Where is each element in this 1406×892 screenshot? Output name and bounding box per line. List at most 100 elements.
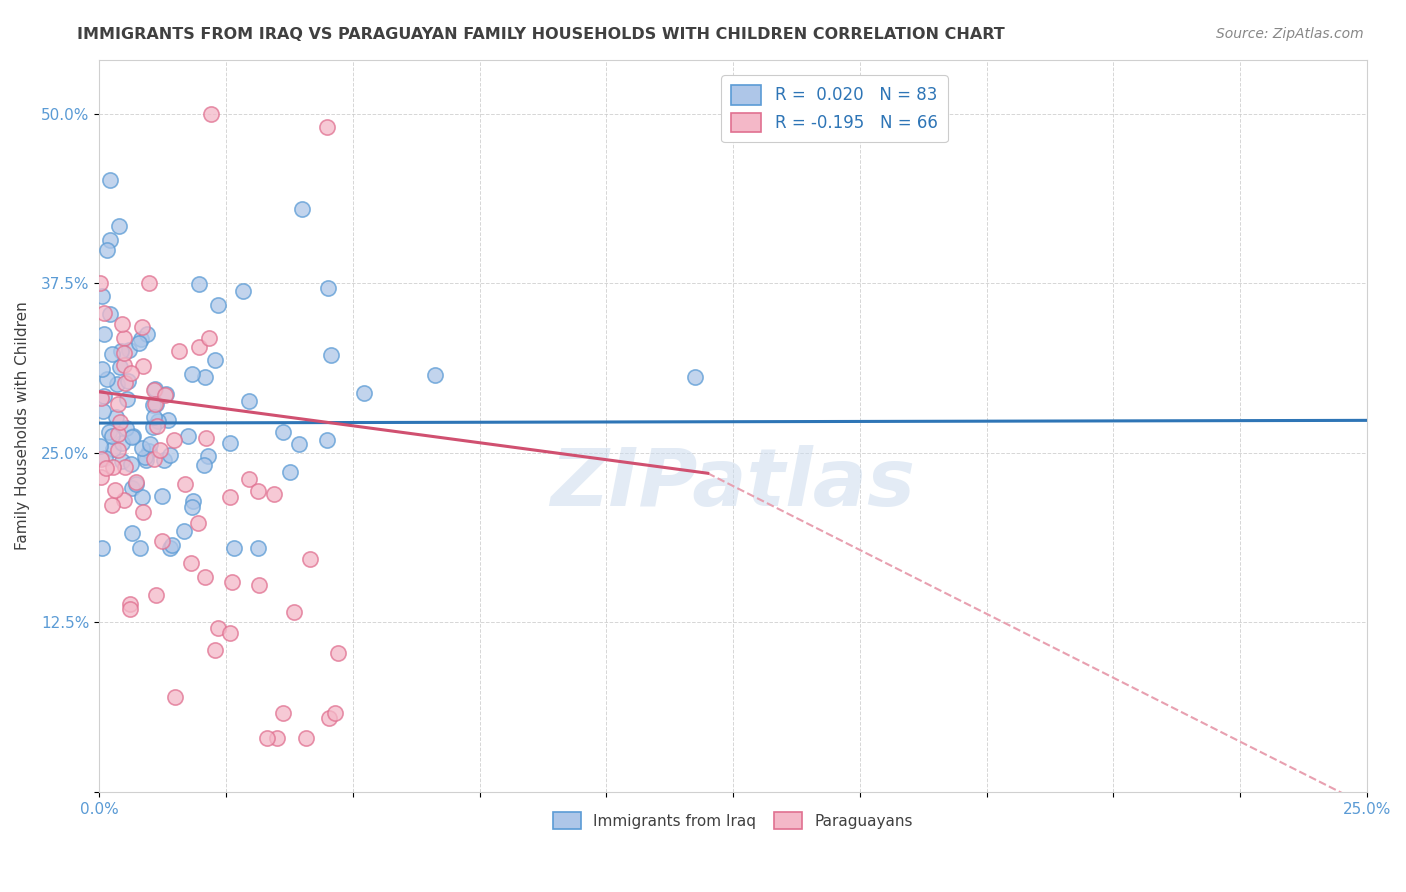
Point [107,443,129,458]
Point [131,441,153,455]
Point [194,369,217,384]
Point [111,453,134,467]
Point [173,524,195,538]
Point [91,404,114,418]
Point [167,343,190,358]
Point [93,306,115,320]
Point [118,602,141,616]
Point [160,538,183,552]
Text: ZIPatlas: ZIPatlas [551,445,915,524]
Point [101,429,124,443]
Point [103,442,125,456]
Point [291,202,314,216]
Point [91,289,114,303]
Point [188,340,211,354]
Point [142,398,165,412]
Point [111,436,134,450]
Point [93,389,115,403]
Point [93,327,115,342]
Point [103,483,125,497]
Point [105,409,128,424]
Point [188,277,211,291]
Point [180,556,202,570]
Point [246,483,269,498]
Point [129,541,152,555]
Point [110,344,132,359]
Point [180,368,202,382]
Point [153,453,176,467]
Point [90,362,112,376]
Point [98,308,121,322]
Point [142,419,165,434]
Point [218,435,240,450]
Point [89,276,111,290]
Point [107,427,129,442]
Point [271,425,294,440]
Point [125,475,148,490]
Point [131,320,153,334]
Point [181,493,204,508]
Point [121,430,143,444]
Point [135,327,157,342]
Point [207,298,229,312]
Point [134,450,156,464]
Point [177,428,200,442]
Point [112,493,135,508]
Point [219,626,242,640]
Point [319,348,342,362]
Point [423,368,446,383]
Point [111,317,134,331]
Point [114,376,136,391]
Point [195,431,218,445]
Point [131,491,153,505]
Point [222,541,245,555]
Point [145,382,167,396]
Point [198,331,221,345]
Point [98,234,121,248]
Point [112,346,135,360]
Point [96,243,118,257]
Point [173,477,195,491]
Point [207,621,229,635]
Point [108,219,131,233]
Point [132,505,155,519]
Point [298,552,321,566]
Point [121,481,143,495]
Point [288,437,311,451]
Point [138,444,160,458]
Point [149,442,172,457]
Point [200,107,222,121]
Point [145,397,167,411]
Point [117,392,139,406]
Point [98,173,121,187]
Point [271,706,294,720]
Point [139,436,162,450]
Point [120,457,142,471]
Text: IMMIGRANTS FROM IRAQ VS PARAGUAYAN FAMILY HOUSEHOLDS WITH CHILDREN CORRELATION C: IMMIGRANTS FROM IRAQ VS PARAGUAYAN FAMIL… [77,27,1005,42]
Point [238,393,260,408]
Point [316,120,339,135]
Point [247,578,270,592]
Point [204,643,226,657]
Point [121,429,143,443]
Point [278,465,301,479]
Point [163,434,186,448]
Point [93,451,115,466]
Point [204,353,226,368]
Point [118,343,141,358]
Point [146,419,169,434]
Point [135,453,157,467]
Point [91,541,114,555]
Y-axis label: Family Households with Children: Family Households with Children [15,301,30,550]
Point [138,276,160,290]
Point [107,397,129,411]
Point [114,420,136,434]
Point [353,385,375,400]
Point [118,597,141,611]
Point [187,516,209,531]
Point [120,366,142,380]
Point [96,372,118,386]
Point [146,414,169,428]
Point [219,490,242,504]
Point [153,388,176,402]
